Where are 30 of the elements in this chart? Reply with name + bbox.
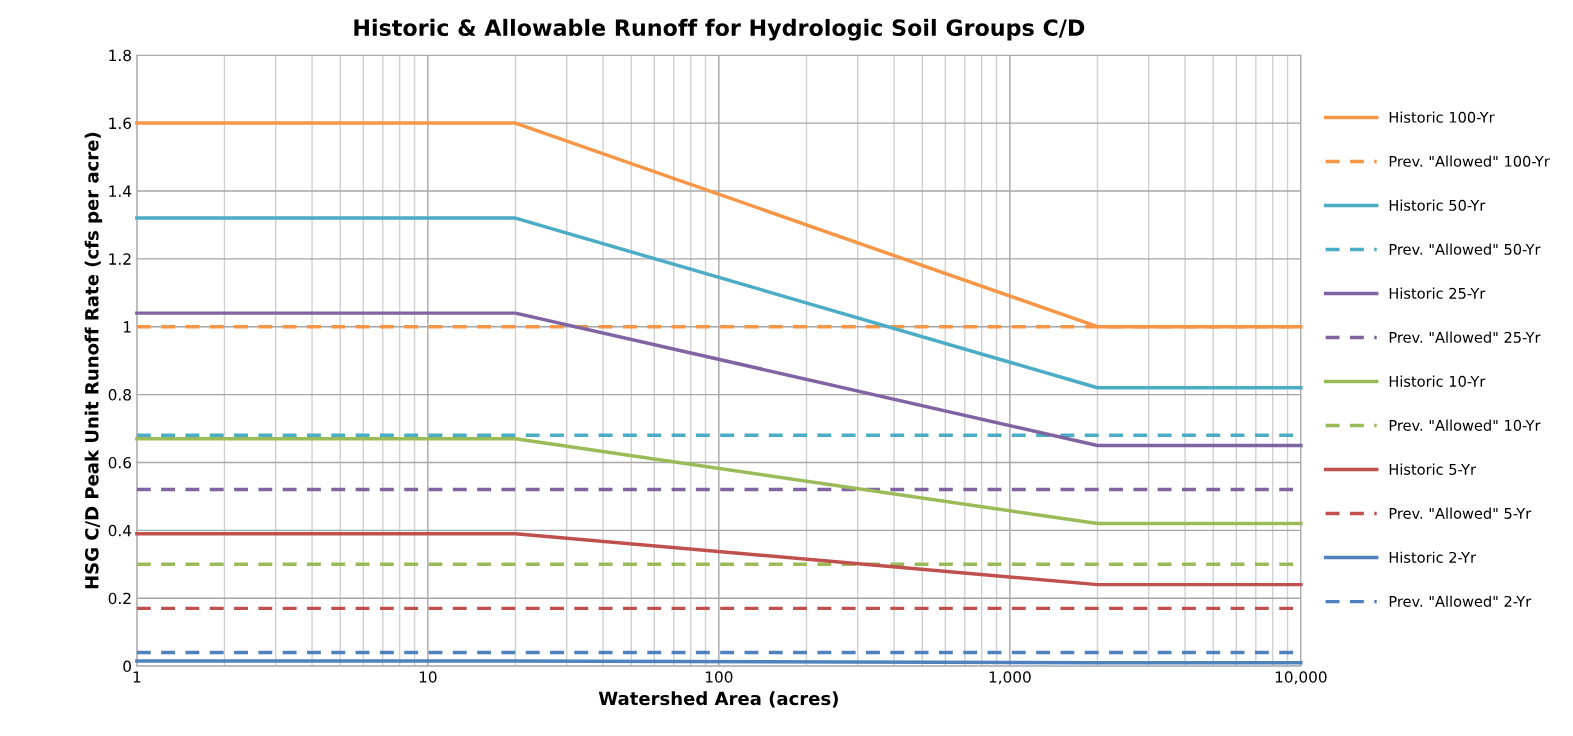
legend-label: Historic 5-Yr (1389, 463, 1477, 475)
y-tick-label: 0.2 (108, 592, 131, 605)
legend-label: Prev. "Allowed" 50-Yr (1389, 243, 1541, 255)
x-tick-label: 10,000 (1275, 671, 1327, 685)
legend-label: Historic 50-Yr (1389, 199, 1486, 211)
y-tick-label: 1.6 (109, 117, 132, 130)
y-tick-label: 0.6 (108, 456, 132, 469)
x-tick-label: 100 (705, 671, 733, 683)
legend-label: Prev. "Allowed" 5-Yr (1389, 507, 1532, 519)
legend-label: Prev. "Allowed" 10-Yr (1389, 419, 1541, 431)
y-tick-label: 1.2 (109, 253, 131, 265)
y-tick-label: 0.8 (108, 389, 131, 401)
legend-label: Historic 2-Yr (1389, 551, 1477, 563)
x-tick-label: 1,000 (989, 671, 1031, 685)
x-axis-title: Watershed Area (acres) (598, 691, 838, 708)
y-tick-label: 0.4 (108, 524, 132, 537)
legend-label: Historic 25-Yr (1389, 287, 1486, 299)
legend-label: Historic 100-Yr (1389, 111, 1495, 123)
x-tick-label: 1 (133, 671, 141, 683)
y-tick-label: 1.4 (109, 185, 132, 197)
legend-label: Prev. "Allowed" 100-Yr (1389, 155, 1550, 167)
legend-label: Prev. "Allowed" 2-Yr (1389, 595, 1532, 607)
legend-label: Historic 10-Yr (1389, 375, 1486, 387)
y-axis-title: HSG C/D Peak Unit Runoff Rate (cfs per acre) (84, 132, 103, 589)
y-tick-label: 0 (123, 660, 131, 673)
y-tick-label: 1 (123, 321, 131, 333)
y-tick-label: 1.8 (109, 49, 131, 62)
legend-label: Prev. "Allowed" 25-Yr (1389, 331, 1541, 343)
x-tick-label: 10 (419, 671, 437, 683)
chart-title: Historic & Allowable Runoff for Hydrologic Soil Groups C/D (354, 18, 1085, 41)
